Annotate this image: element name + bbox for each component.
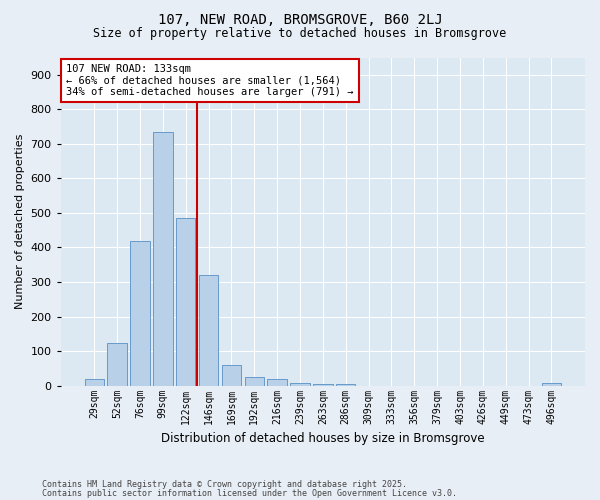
- Text: Contains public sector information licensed under the Open Government Licence v3: Contains public sector information licen…: [42, 489, 457, 498]
- Text: Size of property relative to detached houses in Bromsgrove: Size of property relative to detached ho…: [94, 28, 506, 40]
- Bar: [107, 344, 127, 386]
- Text: 107, NEW ROAD, BROMSGROVE, B60 2LJ: 107, NEW ROAD, BROMSGROVE, B60 2LJ: [158, 12, 442, 26]
- X-axis label: Distribution of detached houses by size in Bromsgrove: Distribution of detached houses by size …: [161, 432, 485, 445]
- Bar: [130, 240, 149, 386]
- Bar: [290, 383, 310, 386]
- Bar: [268, 378, 287, 386]
- Bar: [313, 384, 332, 386]
- Bar: [199, 275, 218, 386]
- Bar: [176, 218, 196, 386]
- Bar: [336, 384, 355, 386]
- Text: Contains HM Land Registry data © Crown copyright and database right 2025.: Contains HM Land Registry data © Crown c…: [42, 480, 407, 489]
- Bar: [245, 377, 264, 386]
- Bar: [85, 378, 104, 386]
- Bar: [221, 365, 241, 386]
- Bar: [153, 132, 173, 386]
- Bar: [542, 383, 561, 386]
- Y-axis label: Number of detached properties: Number of detached properties: [15, 134, 25, 310]
- Text: 107 NEW ROAD: 133sqm
← 66% of detached houses are smaller (1,564)
34% of semi-de: 107 NEW ROAD: 133sqm ← 66% of detached h…: [66, 64, 353, 98]
